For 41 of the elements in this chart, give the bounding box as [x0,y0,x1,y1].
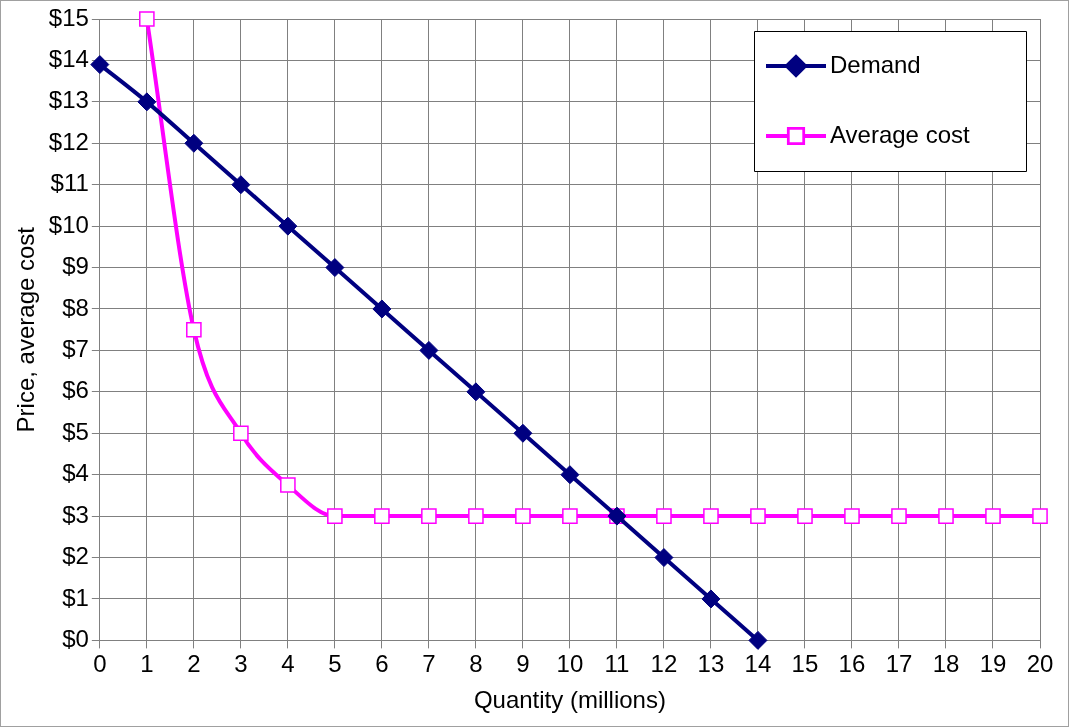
legend-label: Demand [830,50,921,78]
y-tick-label: $0 [62,625,89,653]
y-tick-label: $13 [48,86,89,114]
y-tick-label: $5 [62,417,89,445]
y-tick-label: $3 [62,500,89,528]
y-tick-label: $8 [62,293,89,321]
y-tick-label: $7 [62,335,89,363]
x-axis-title: Quantity (millions) [473,686,666,714]
y-tick-label: $10 [48,210,89,238]
x-tick-label: 6 [375,650,389,678]
x-tick-label: 1 [140,650,154,678]
x-tick-label: 9 [516,650,530,678]
legend-label: Average cost [830,120,970,148]
y-tick-label: $2 [62,542,89,570]
x-tick-label: 16 [838,650,866,678]
x-tick-label: 14 [744,650,772,678]
x-tick-label: 20 [1026,650,1054,678]
x-tick-label: 13 [697,650,725,678]
y-axis-title: Price, average cost [12,226,40,433]
x-tick-label: 17 [885,650,913,678]
x-tick-label: 8 [469,650,483,678]
y-tick-label: $4 [62,459,89,487]
y-tick-label: $11 [50,169,89,197]
y-tick-label: $1 [62,583,89,611]
x-tick-label: 7 [422,650,436,678]
x-tick-label: 19 [979,650,1007,678]
x-tick-label: 12 [650,650,678,678]
x-tick-label: 4 [281,650,295,678]
x-tick-label: 10 [556,650,584,678]
x-tick-label: 5 [328,650,342,678]
y-tick-label: $14 [48,45,89,73]
y-tick-label: $15 [48,3,89,31]
x-tick-label: 2 [187,650,201,678]
y-tick-label: $12 [48,127,89,155]
y-tick-label: $9 [62,252,89,280]
x-tick-label: 0 [93,650,107,678]
x-tick-label: 3 [234,650,248,678]
x-tick-label: 15 [791,650,819,678]
x-tick-label: 18 [932,650,960,678]
y-tick-label: $6 [62,376,89,404]
x-tick-label: 11 [604,650,630,678]
